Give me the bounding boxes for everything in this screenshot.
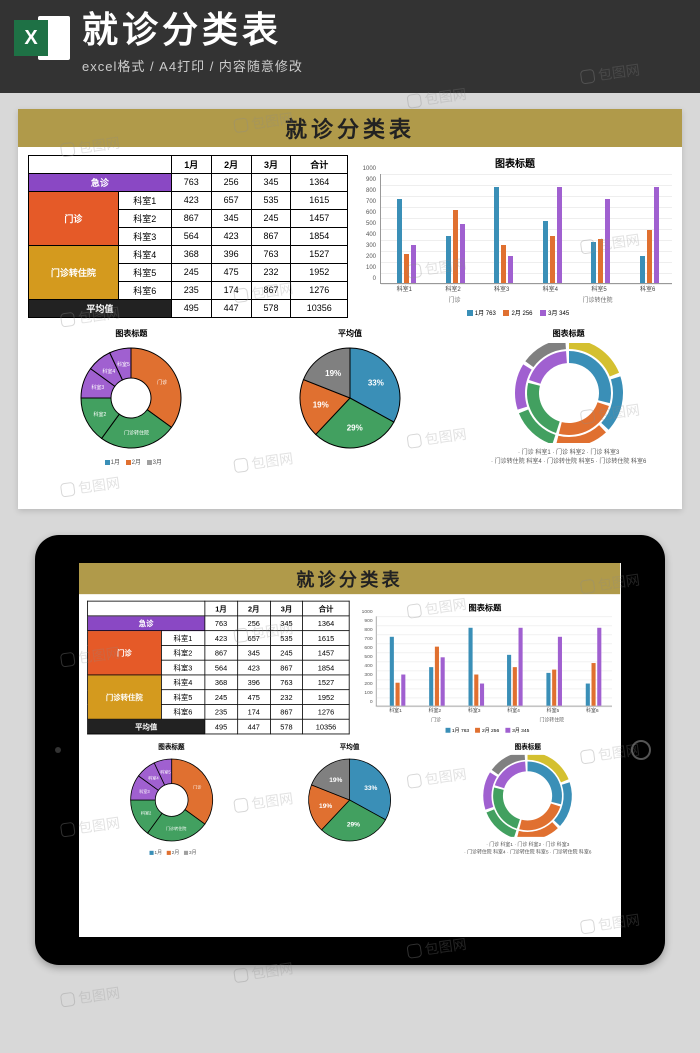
pie-title: 平均值: [264, 742, 436, 751]
ring-chart: 图表标题 · 门诊 科室1 · 门诊 科室2 · 门诊 科室3· 门诊转住院 科…: [442, 742, 614, 855]
svg-text:29%: 29%: [347, 423, 363, 432]
home-button-icon: [631, 740, 651, 760]
col-header: 2月: [211, 155, 251, 173]
bar-chart: 图表标题 01002003004005006007008009001000 科室…: [358, 155, 672, 318]
barchart-title: 图表标题: [358, 600, 612, 612]
pie-title: 平均值: [245, 328, 456, 339]
col-header: 3月: [251, 155, 291, 173]
svg-text:科室3: 科室3: [92, 384, 105, 391]
header-title: 就诊分类表: [82, 10, 686, 50]
col-header: 3月: [270, 601, 303, 616]
svg-text:19%: 19%: [329, 777, 342, 784]
svg-text:19%: 19%: [325, 369, 341, 378]
svg-text:科室2: 科室2: [94, 410, 107, 417]
barchart-legend: 1月 763 2月 256 3月 345: [358, 308, 672, 317]
tablet-mockup: 就诊分类表 1月 2月 3月 合计 急诊7632563451364门诊科室142…: [35, 535, 665, 965]
col-header: 1月: [171, 155, 211, 173]
table-row: 急诊7632563451364: [29, 173, 348, 191]
table-row: 平均值49544757810356: [29, 299, 348, 317]
donut-chart: 图表标题 门诊门诊转住院科室2科室3科室4科室5 1月 2月 3月: [26, 328, 237, 466]
barchart-legend: 1月 763 2月 256 3月 345: [358, 726, 612, 733]
svg-text:门诊: 门诊: [158, 379, 168, 386]
table-row: 门诊转住院科室43683967631527: [29, 245, 348, 263]
svg-text:门诊转住院: 门诊转住院: [166, 825, 186, 831]
table-row: 平均值49544757810356: [88, 719, 350, 734]
excel-icon: X: [14, 10, 70, 66]
ring-chart: 图表标题 · 门诊 科室1 · 门诊 科室2 · 门诊 科室3· 门诊转住院 科…: [463, 328, 674, 466]
table-row: 门诊科室14236575351615: [29, 191, 348, 209]
data-table: 1月 2月 3月 合计 急诊7632563451364门诊科室142365753…: [28, 155, 348, 318]
pie-chart: 平均值 33% 29% 19% 19%: [264, 742, 436, 855]
excel-icon-letter: X: [14, 20, 48, 56]
ring-title: 图表标题: [463, 328, 674, 339]
col-header: 1月: [205, 601, 238, 616]
svg-text:门诊: 门诊: [193, 783, 201, 789]
svg-text:19%: 19%: [319, 802, 332, 809]
svg-text:29%: 29%: [347, 821, 360, 828]
svg-text:科室4: 科室4: [148, 774, 159, 780]
svg-text:19%: 19%: [313, 400, 329, 409]
svg-text:科室4: 科室4: [103, 368, 116, 375]
col-header: 合计: [303, 601, 349, 616]
svg-text:33%: 33%: [368, 378, 384, 387]
header-subtitle: excel格式 / A4打印 / 内容随意修改: [82, 56, 686, 75]
svg-text:科室3: 科室3: [139, 787, 150, 793]
camera-icon: [55, 747, 61, 753]
donut-title: 图表标题: [86, 742, 258, 751]
data-table: 1月 2月 3月 合计 急诊7632563451364门诊科室142365753…: [87, 600, 349, 734]
sheet-preview: 就诊分类表 1月 2月 3月 合计 急诊7632563451364门诊科室142…: [18, 109, 682, 509]
svg-text:33%: 33%: [364, 785, 377, 792]
table-row: 门诊转住院科室43683967631527: [88, 675, 350, 690]
header-text: 就诊分类表 excel格式 / A4打印 / 内容随意修改: [82, 10, 686, 75]
sheet-title: 就诊分类表: [18, 109, 682, 147]
barchart-title: 图表标题: [358, 155, 672, 170]
bar-chart: 图表标题 01002003004005006007008009001000 科室…: [358, 600, 612, 734]
ring-title: 图表标题: [442, 742, 614, 751]
table-row: 门诊科室14236575351615: [88, 630, 350, 645]
page-header: X 就诊分类表 excel格式 / A4打印 / 内容随意修改: [0, 0, 700, 93]
tablet-screen: 就诊分类表 1月 2月 3月 合计 急诊7632563451364门诊科室142…: [79, 563, 621, 937]
col-header: 2月: [237, 601, 270, 616]
col-header: 合计: [291, 155, 348, 173]
sheet-preview: 就诊分类表 1月 2月 3月 合计 急诊7632563451364门诊科室142…: [79, 563, 620, 937]
svg-text:科室2: 科室2: [141, 809, 152, 815]
svg-text:门诊转住院: 门诊转住院: [124, 429, 149, 436]
donut-chart: 图表标题 门诊门诊转住院科室2科室3科室4科室5 1月 2月 3月: [86, 742, 258, 855]
svg-text:科室5: 科室5: [160, 768, 171, 774]
svg-text:科室5: 科室5: [117, 360, 130, 367]
table-row: 急诊7632563451364: [88, 615, 350, 630]
sheet-title: 就诊分类表: [79, 563, 620, 594]
pie-chart: 平均值 33% 29% 19% 19%: [245, 328, 456, 466]
donut-title: 图表标题: [26, 328, 237, 339]
